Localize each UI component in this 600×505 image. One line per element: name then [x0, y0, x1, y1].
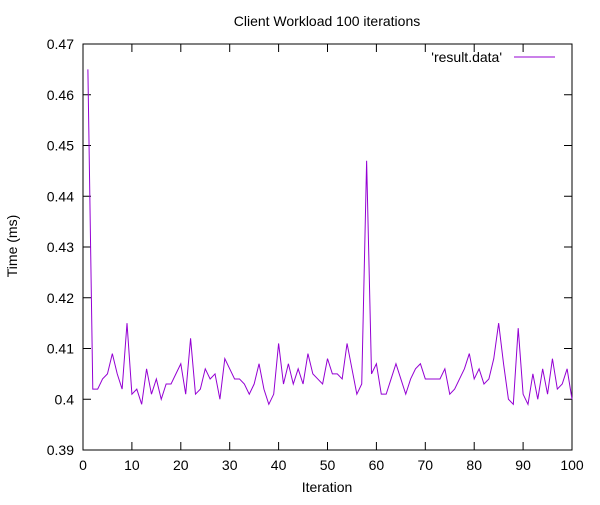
legend: 'result.data' [431, 49, 555, 65]
x-tick-label: 70 [418, 457, 434, 473]
y-tick-label: 0.43 [47, 239, 74, 255]
y-axis-title: Time (ms) [4, 215, 20, 277]
y-tick-label: 0.46 [47, 87, 74, 103]
y-tick-label: 0.47 [47, 36, 74, 52]
y-tick-label: 0.39 [47, 442, 74, 458]
chart-title: Client Workload 100 iterations [234, 13, 421, 29]
x-tick-label: 40 [271, 457, 287, 473]
x-axis-ticks: 0 10 20 30 40 50 60 70 80 90 100 [79, 44, 584, 473]
y-tick-label: 0.41 [47, 341, 74, 357]
y-tick-label: 0.42 [47, 290, 74, 306]
x-axis-title: Iteration [302, 479, 353, 495]
legend-label: 'result.data' [431, 49, 502, 65]
plot-frame [82, 43, 573, 451]
x-tick-label: 10 [124, 457, 140, 473]
y-tick-label: 0.44 [47, 188, 74, 204]
y-axis-ticks: 0.39 0.4 0.41 0.42 0.43 0.44 0.45 0.46 0.47 [47, 36, 572, 458]
x-tick-label: 20 [173, 457, 189, 473]
y-tick-label: 0.4 [55, 391, 75, 407]
x-tick-label: 30 [222, 457, 238, 473]
x-tick-label: 60 [369, 457, 385, 473]
x-tick-label: 80 [466, 457, 482, 473]
y-tick-label: 0.45 [47, 138, 74, 154]
series-line-result-data [87, 69, 573, 406]
x-tick-label: 50 [320, 457, 336, 473]
x-tick-label: 90 [515, 457, 531, 473]
x-tick-label: 100 [560, 457, 584, 473]
x-tick-label: 0 [79, 457, 87, 473]
